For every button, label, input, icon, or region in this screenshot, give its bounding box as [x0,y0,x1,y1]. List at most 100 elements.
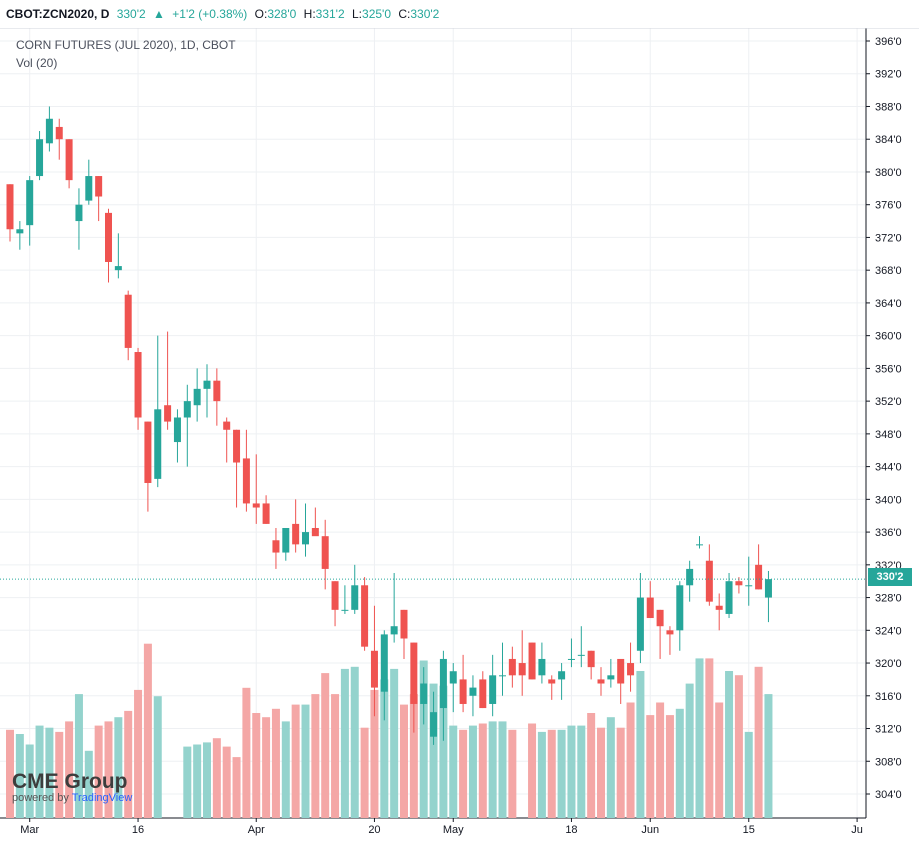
volume-bar [646,715,655,818]
candle-body [95,176,103,197]
candle-body [223,421,231,430]
volume-bar [468,725,477,818]
up-arrow-icon: ▲ [153,7,165,21]
volume-bar [252,713,261,818]
volume-bar [25,744,34,818]
candle-body [154,409,162,479]
volume-bar [577,725,586,818]
candle-body [233,429,241,463]
volume-bar [439,685,448,818]
volume-bar [429,683,438,818]
volume-bar [242,687,251,818]
volume-bar [281,721,290,818]
candle-body [646,597,654,619]
price-tick-label: 376'0 [875,200,902,212]
candle-body [636,597,644,651]
candle-body [469,687,477,696]
candle-body [696,544,703,546]
volume-bar [143,643,152,818]
cme-logo: CME Group powered by TradingView [12,770,132,804]
volume-bar [340,668,349,818]
volume-bar [193,744,202,818]
candle-body [321,536,329,569]
candle-body [370,650,378,688]
volume-bar [665,715,674,818]
volume-bar [754,666,763,818]
volume-bar [15,734,24,818]
candle-body [420,683,428,704]
tradingview-link[interactable]: TradingView [71,792,133,804]
candle-body [292,523,300,545]
candle-body [164,405,172,422]
high-value: 331'2 [315,7,345,21]
candle-body [16,229,24,234]
volume-bar [528,723,537,818]
volume-bar [390,668,399,818]
candle-body [439,658,447,709]
time-tick-label: Apr [248,824,265,836]
volume-bar [626,702,635,818]
candle-body [282,527,290,553]
candle-body [627,663,635,676]
volume-bar [675,708,684,818]
time-tick-label: Ju [851,824,863,836]
powered-by: powered by TradingView [12,792,133,804]
volume-bar [153,696,162,818]
candle-body [548,679,556,684]
price-tick-label: 316'0 [875,691,902,703]
time-tick-label: 20 [368,824,380,836]
volume-bar [350,666,359,818]
volume-bar [734,675,743,818]
volume-bar [104,721,113,818]
volume-bar [606,717,615,818]
candle-body [597,679,605,684]
candle-body [173,417,181,443]
volume-bar [557,729,566,818]
candle-body [85,176,93,201]
volume-bar [311,694,320,818]
volume-legend: Vol (20) [16,56,58,70]
price-chart[interactable]: 396'0 392'0 388'0 384'0 380'0 376'0 372'0 368'0… [0,28,919,851]
candle-body [341,609,349,611]
candle-body [55,126,63,140]
price-tick-label: 312'0 [875,724,902,736]
candle-body [252,503,260,508]
candle-body [262,503,270,524]
volume-bar [597,727,605,818]
candle-body [45,118,53,144]
candle-body [430,712,438,737]
candle-body [567,658,575,660]
candle-body [538,658,546,676]
time-tick-label: 16 [132,824,144,836]
volume-bar [459,729,468,818]
volume-bar [656,702,665,818]
volume-bar [74,694,83,818]
volume-bar [419,660,428,818]
volume-bar [6,729,14,818]
time-tick-label: 18 [565,824,577,836]
candle-body [499,675,506,677]
candle-body [666,630,674,635]
candle-body [577,654,585,656]
candle-body [242,458,250,504]
candle-body [114,266,122,271]
volume-bar [488,721,497,818]
candle-body [380,634,388,692]
symbol-label[interactable]: CBOT:ZCN2020, D [6,7,110,21]
volume-bar [409,694,418,818]
price-tick-label: 320'0 [875,658,902,670]
candle-body [351,585,359,610]
price-tick-label: 352'0 [875,396,902,408]
volume-bar [262,717,271,818]
volume-bar [725,671,734,818]
candle-body [26,180,34,226]
candle-body [745,585,753,587]
volume-bar [124,710,133,818]
price-tick-label: 396'0 [875,36,902,48]
candle-body [607,675,615,680]
price-tick-label: 368'0 [875,265,902,277]
candle-body [735,581,743,586]
volume-bar [508,729,517,818]
volume-bar [636,671,645,818]
candle-body [755,564,763,590]
